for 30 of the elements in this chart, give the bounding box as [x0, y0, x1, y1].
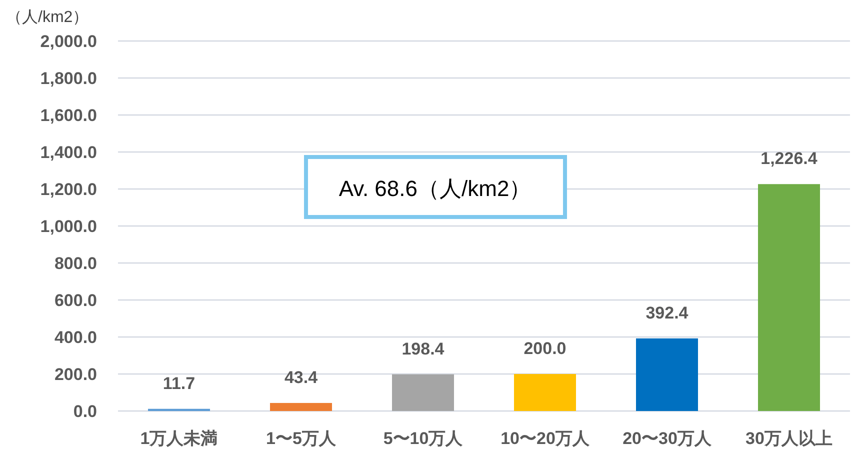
x-tick-label: 1万人未満 — [140, 429, 218, 448]
data-label: 392.4 — [646, 303, 689, 322]
data-label: 43.4 — [284, 368, 318, 387]
x-tick-label: 20〜30万人 — [622, 429, 712, 448]
bar — [270, 402, 332, 411]
y-tick-label: 2,000.0 — [40, 32, 97, 51]
y-tick-label: 800.0 — [54, 254, 97, 273]
y-tick-label: 1,600.0 — [40, 106, 97, 125]
y-tick-label: 1,200.0 — [40, 180, 97, 199]
y-axis-title: （人/km2） — [6, 9, 89, 26]
data-label: 11.7 — [162, 374, 196, 393]
data-label: 200.0 — [524, 339, 566, 358]
x-tick-label: 5〜10万人 — [383, 429, 464, 448]
bar — [514, 374, 576, 411]
x-tick-label: 10〜20万人 — [500, 429, 590, 448]
y-tick-label: 600.0 — [54, 291, 97, 310]
x-tick-label: 30万人以上 — [746, 429, 832, 448]
y-tick-label: 0.0 — [73, 402, 97, 421]
data-label: 198.4 — [402, 339, 445, 358]
data-label: 1,226.4 — [760, 149, 818, 168]
annotation: Av. 68.6（人/km2） — [338, 176, 532, 201]
y-tick-label: 1,000.0 — [40, 217, 97, 236]
bar — [758, 184, 820, 411]
y-tick-label: 200.0 — [54, 365, 97, 384]
y-tick-label: 1,800.0 — [40, 69, 97, 88]
bar — [392, 374, 454, 411]
bar — [636, 338, 698, 411]
y-tick-label: 400.0 — [54, 328, 97, 347]
x-tick-label: 1〜5万人 — [266, 429, 337, 448]
y-tick-label: 1,400.0 — [40, 143, 97, 162]
